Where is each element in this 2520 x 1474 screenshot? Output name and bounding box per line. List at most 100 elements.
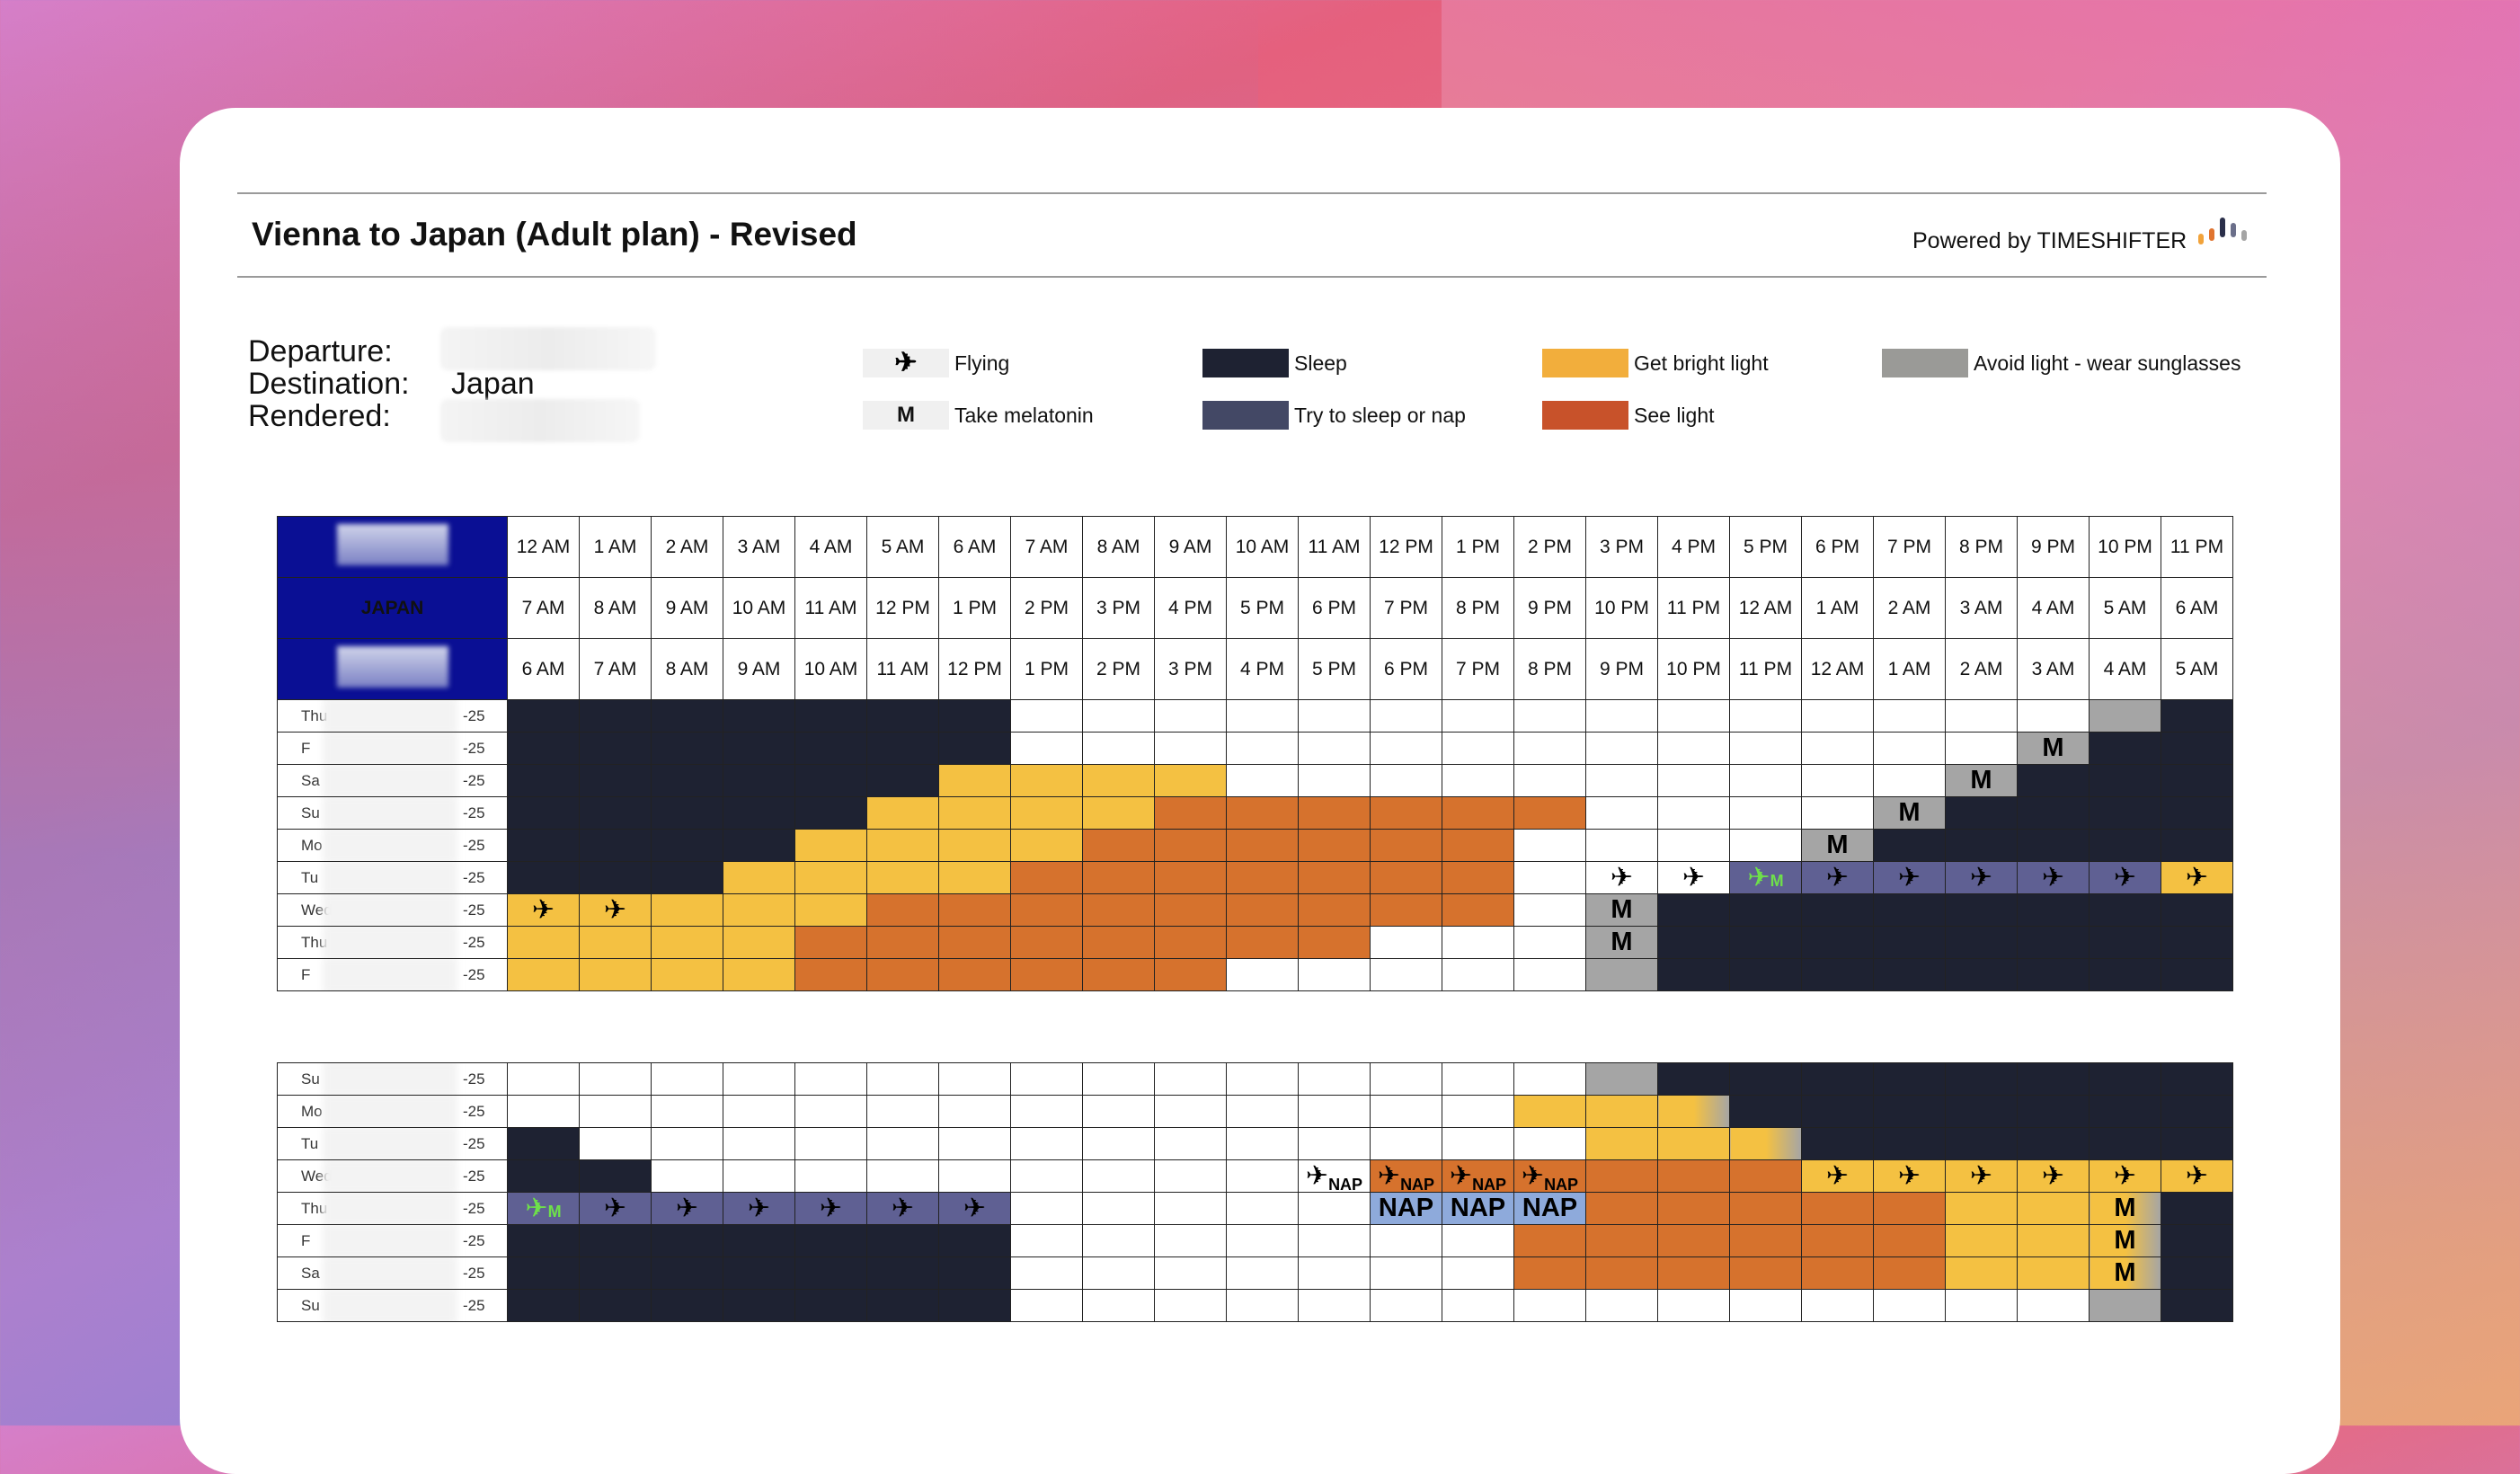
schedule-cell [938, 1289, 1011, 1322]
schedule-cell [507, 1289, 580, 1322]
schedule-cell [1729, 764, 1802, 797]
schedule-cell [1801, 926, 1874, 959]
schedule-cell [1154, 893, 1227, 927]
hour-cell: 12 AM [1729, 577, 1802, 639]
hour-cell: 12 PM [938, 638, 1011, 700]
hour-cell: 4 PM [1154, 577, 1227, 639]
schedule-cell [938, 732, 1011, 765]
schedule-cell [579, 1159, 652, 1193]
day-label-cell: Thu -25 [277, 1192, 508, 1225]
schedule-cell [1370, 1095, 1442, 1128]
schedule-cell [866, 1289, 939, 1322]
legend-flying-label: Flying [954, 351, 1010, 375]
schedule-cell [2017, 796, 2090, 830]
hour-cell: 10 AM [794, 638, 867, 700]
schedule-cell [2161, 1062, 2233, 1096]
schedule-cell [794, 861, 867, 894]
schedule-cell [1945, 1256, 2018, 1290]
schedule-cell [1082, 861, 1155, 894]
schedule-cell [1082, 1256, 1155, 1290]
bright-light-swatch [1542, 349, 1628, 377]
schedule-table-1: 12 AM 1 AM 2 AM 3 AM 4 AM 5 AM 6 AM 7 AM 8 AM 9 A… [277, 516, 2233, 991]
schedule-cell [1154, 1289, 1227, 1322]
schedule-cell [1513, 796, 1586, 830]
destination-value: Japan [451, 367, 535, 401]
schedule-cell [1801, 1062, 1874, 1096]
schedule-cell [2161, 958, 2233, 991]
day-row: Sa -25 M [277, 1256, 2233, 1290]
schedule-cell [1585, 699, 1658, 733]
hour-cell: 9 PM [2017, 516, 2090, 578]
schedule-cell [507, 1095, 580, 1128]
schedule-cell: ✈ [1801, 861, 1874, 894]
schedule-cell [1513, 764, 1586, 797]
schedule-cell [1154, 1159, 1227, 1193]
schedule-cell [1442, 732, 1514, 765]
schedule-cell [1729, 1159, 1802, 1193]
hour-cell: 9 PM [1585, 638, 1658, 700]
airplane-icon: ✈ [1521, 1160, 1545, 1191]
airplane-icon: ✈ [2113, 1160, 2137, 1191]
airplane-icon: ✈ [525, 1193, 548, 1223]
day-row: Su -25 M [277, 796, 2233, 830]
hour-cell: 1 PM [1010, 638, 1083, 700]
schedule-cell [2017, 699, 2090, 733]
airplane-icon: ✈ [603, 1193, 627, 1223]
schedule-cell [507, 1224, 580, 1257]
schedule-cell [1298, 958, 1371, 991]
schedule-cell [1801, 764, 1874, 797]
day-year: -25 [463, 1297, 485, 1314]
date-redacted [323, 1160, 457, 1192]
schedule-cell [938, 926, 1011, 959]
schedule-cell [1082, 1127, 1155, 1160]
schedule-cell [651, 926, 723, 959]
hour-cell: 7 PM [1370, 577, 1442, 639]
schedule-cell [1657, 1095, 1730, 1128]
schedule-cell [938, 893, 1011, 927]
schedule-cell [579, 764, 652, 797]
schedule-cell [866, 1127, 939, 1160]
schedule-cell [1945, 732, 2018, 765]
date-redacted [323, 927, 457, 958]
schedule-cell [723, 764, 795, 797]
schedule-cell [1082, 893, 1155, 927]
schedule-cell [2161, 1289, 2233, 1322]
schedule-cell [1657, 1256, 1730, 1290]
schedule-cell [1154, 764, 1227, 797]
hour-cell: 8 AM [579, 577, 652, 639]
schedule-cell [1801, 1289, 1874, 1322]
schedule-cell [579, 926, 652, 959]
schedule-cell [1298, 732, 1371, 765]
departure-label: Departure: [248, 334, 393, 368]
schedule-cell [579, 1127, 652, 1160]
day-name: Thu [301, 707, 328, 724]
schedule-cell [1945, 699, 2018, 733]
hour-cell: 2 AM [651, 516, 723, 578]
schedule-cell [938, 1095, 1011, 1128]
schedule-cell [1513, 1095, 1586, 1128]
schedule-cell [938, 1127, 1011, 1160]
airplane-icon: ✈ [2041, 1160, 2065, 1191]
schedule-cell: ✈NAP [1513, 1159, 1586, 1193]
schedule-cell [1442, 958, 1514, 991]
schedule-cell [651, 1062, 723, 1096]
schedule-cell [1729, 893, 1802, 927]
hour-cell: 2 PM [1082, 638, 1155, 700]
hour-cell: 5 AM [866, 516, 939, 578]
day-row: F -25 [277, 958, 2233, 991]
schedule-cell [2017, 1192, 2090, 1225]
schedule-cell [1729, 1062, 1802, 1096]
airplane-icon: ✈ [2041, 862, 2065, 892]
schedule-cell [723, 1095, 795, 1128]
schedule-cell [866, 1224, 939, 1257]
hour-cell: 11 PM [2161, 516, 2233, 578]
hour-cell: 7 AM [1010, 516, 1083, 578]
day-year: -25 [463, 804, 485, 821]
schedule-cell [1585, 829, 1658, 862]
schedule-cell [2161, 1095, 2233, 1128]
schedule-cell [1010, 732, 1083, 765]
schedule-cell [651, 1127, 723, 1160]
schedule-cell [1729, 958, 1802, 991]
legend-bright-light: Get bright light [1542, 349, 1769, 377]
header-rule [237, 276, 2267, 278]
